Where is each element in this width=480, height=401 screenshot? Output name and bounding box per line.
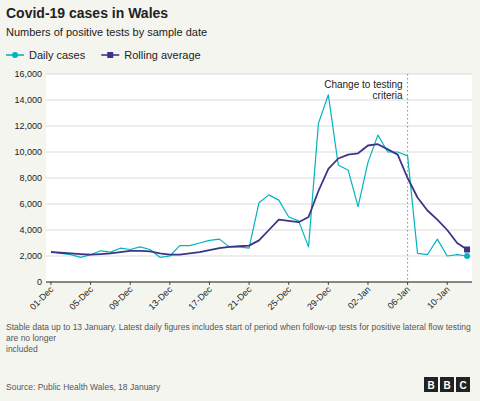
legend-marker (12, 52, 18, 58)
background (0, 0, 480, 401)
chart: Covid-19 cases in Wales Numbers of positi… (0, 0, 480, 401)
y-tick-label: 12,000 (14, 121, 42, 131)
x-tick-label: 01-Dec (28, 284, 56, 312)
annotation: criteria (373, 90, 403, 101)
x-tick-label: 06-Jan (385, 284, 412, 311)
y-tick-label: 16,000 (14, 69, 42, 79)
annotation: Change to testing (324, 79, 402, 90)
y-tick-label: 6,000 (19, 199, 42, 209)
line (51, 95, 467, 257)
x-tick-label: 21-Dec (226, 284, 254, 312)
x-tick-label: 02-Jan (346, 284, 373, 311)
x-tick-label: 25-Dec (266, 284, 294, 312)
legend-item: Rolling average (101, 49, 200, 61)
source: Source: Public Health Wales, 18 January (6, 382, 161, 392)
legend-label: Rolling average (124, 49, 200, 61)
grid-line (46, 152, 472, 153)
x-tick-label: 05-Dec (67, 284, 95, 312)
logo-box (424, 377, 438, 392)
x-tick-label: 10-Jan (425, 284, 452, 311)
logo-box (440, 377, 454, 392)
subtitle: Numbers of positive tests by sample date (6, 26, 207, 38)
logo-letter: B (443, 380, 450, 391)
series-group (51, 95, 470, 259)
grid-line (46, 100, 472, 101)
y-tick-label: 14,000 (14, 95, 42, 105)
x-axis-line (46, 282, 472, 283)
legend-item: Daily cases (6, 49, 86, 61)
x-tick-label: 29-Dec (305, 284, 333, 312)
x-tick-label: 09-Dec (107, 284, 135, 312)
y-tick-label: 10,000 (14, 147, 42, 157)
grid-line (46, 256, 472, 257)
y-tick-label: 2,000 (19, 251, 42, 261)
end-marker (464, 247, 470, 253)
grid-line (46, 282, 472, 283)
logo-letter: B (427, 380, 434, 391)
legend-marker (107, 52, 113, 58)
y-tick-label: 8,000 (19, 173, 42, 183)
logo-letter: C (459, 380, 466, 391)
legend-label: Daily cases (29, 49, 86, 61)
x-tick-label: 13-Dec (147, 284, 175, 312)
end-marker (464, 253, 470, 259)
logo: BBC (424, 377, 470, 392)
line (51, 144, 467, 255)
y-tick-label: 0 (37, 277, 42, 287)
title: Covid-19 cases in Wales (6, 5, 168, 21)
logo-box (456, 377, 470, 392)
plot-area (46, 74, 472, 282)
y-tick-label: 4,000 (19, 225, 42, 235)
x-tick-label: 17-Dec (186, 284, 214, 312)
footnote: Stable data up to 13 January. Latest dai… (6, 322, 471, 354)
